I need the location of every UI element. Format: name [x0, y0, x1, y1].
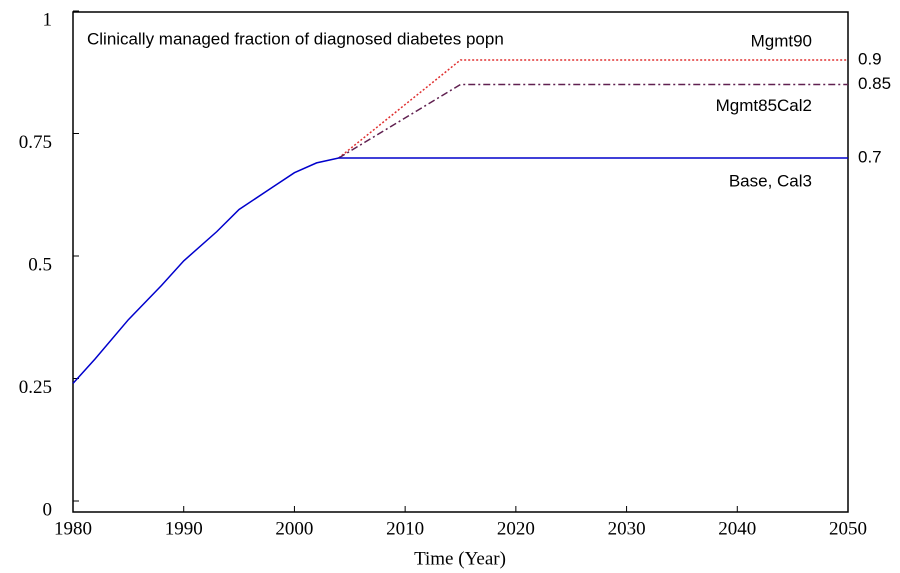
x-tick-label: 2020: [497, 518, 535, 539]
series-line: [338, 59, 848, 159]
end-value-label: 0.85: [858, 74, 891, 93]
y-tick-label: 1: [43, 9, 53, 30]
x-tick-label: 2050: [829, 518, 867, 539]
x-tick-label: 1990: [165, 518, 203, 539]
x-tick-label: 1980: [54, 518, 92, 539]
y-tick-label: 0.5: [28, 254, 52, 275]
y-tick-label: 0.25: [19, 377, 52, 398]
series-line: [72, 157, 848, 384]
end-value-label: 0.9: [858, 49, 882, 68]
x-tick-label: 2000: [275, 518, 313, 539]
x-tick-label: 2030: [608, 518, 646, 539]
plot-frame: [72, 11, 849, 513]
x-axis-label: Time (Year): [414, 548, 506, 569]
y-tick-label: 0: [43, 499, 53, 520]
x-tick-label: 2040: [718, 518, 756, 539]
chart-title: Clinically managed fraction of diagnosed…: [87, 29, 504, 48]
x-tick-label: 2010: [386, 518, 424, 539]
legend-label: Base, Cal3: [729, 171, 812, 190]
legend-label: Mgmt90: [751, 31, 812, 50]
series-line: [338, 83, 848, 159]
legend-label: Mgmt85Cal2: [716, 96, 812, 115]
end-value-label: 0.7: [858, 147, 882, 166]
y-tick-label: 0.75: [19, 132, 52, 153]
